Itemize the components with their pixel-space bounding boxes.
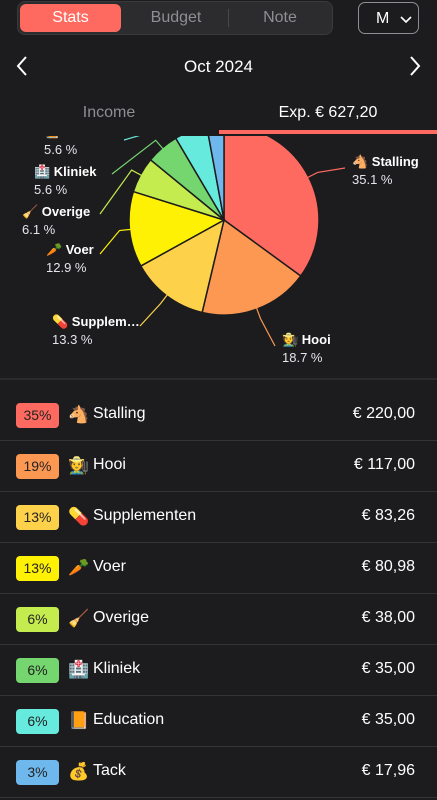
tab-budget[interactable]: Budget (150, 9, 202, 26)
tab-stats[interactable]: Stats (20, 4, 121, 32)
active-tab-indicator (219, 130, 437, 134)
percent-badge: 6% (16, 658, 59, 683)
next-month-button[interactable] (404, 54, 426, 78)
category-amount: € 220,00 (352, 405, 415, 422)
pie-slice-percent: 5.6 % (34, 182, 68, 197)
pie-leader-line (99, 228, 134, 255)
tab-income[interactable]: Income (82, 104, 136, 121)
current-month-label: Oct 2024 (184, 57, 253, 76)
category-icon: 🏥 (68, 660, 90, 679)
category-row[interactable]: 35% 🐴 Stalling € 220,00 (0, 390, 437, 441)
percent-badge: 13% (16, 556, 59, 581)
category-amount: € 35,00 (361, 660, 415, 677)
income-expense-tabs: Income Exp. € 627,20 (0, 94, 437, 136)
category-amount: € 38,00 (361, 609, 415, 626)
category-amount: € 35,00 (361, 711, 415, 728)
period-dropdown[interactable]: M (358, 2, 419, 34)
category-amount: € 80,98 (361, 558, 415, 575)
category-amount: € 83,26 (361, 507, 415, 524)
category-icon: 📙 (68, 711, 90, 730)
pie-slice-percent: 13.3 % (52, 332, 93, 347)
pie-slice-percent: 18.7 % (282, 350, 323, 365)
category-name: Supplementen (93, 507, 197, 524)
pie-slice-percent: 5.6 % (44, 142, 78, 157)
percent-badge: 6% (16, 709, 59, 734)
category-row[interactable]: 13% 🥕 Voer € 80,98 (0, 543, 437, 594)
percent-badge: 13% (16, 505, 59, 530)
pie-slice-label: 🐴 Stalling (352, 154, 419, 169)
pie-slice-percent: 12.9 % (46, 260, 87, 275)
chevron-down-icon (400, 12, 412, 30)
pie-slice-label: 🥕 Voer (46, 242, 94, 257)
percent-badge: 35% (16, 403, 59, 428)
category-row[interactable]: 19% 🧑‍🌾 Hooi € 117,00 (0, 441, 437, 492)
chevron-left-icon (16, 56, 27, 76)
category-amount: € 117,00 (353, 456, 415, 473)
category-icon: 🥕 (68, 558, 90, 577)
pie-leader-line (111, 139, 166, 175)
category-icon: 🐴 (68, 405, 90, 424)
month-navigation: Oct 2024 (0, 46, 437, 86)
pie-slice-label: 📙 Educati… (44, 136, 124, 139)
category-name: Education (93, 711, 165, 728)
tab-note[interactable]: Note (263, 9, 297, 26)
category-icon: 🧹 (68, 609, 90, 628)
category-name: Overige (93, 609, 150, 626)
pie-leader-line (304, 167, 346, 180)
category-name: Voer (93, 558, 126, 575)
chevron-right-icon (410, 56, 421, 76)
pie-slice-label: 🧑‍🌾 Hooi (281, 332, 331, 347)
category-row[interactable]: 13% 💊 Supplementen € 83,26 (0, 492, 437, 543)
pie-slice-label: 🧹 Overige (22, 204, 90, 219)
category-icon: 💰 (68, 762, 90, 781)
view-segmented-control: Stats Budget Note (17, 1, 333, 35)
category-row[interactable]: 6% 🏥 Kliniek € 35,00 (0, 645, 437, 696)
category-name: Stalling (93, 405, 146, 422)
category-amount: € 17,96 (361, 762, 415, 779)
expense-pie-chart: 🐴 Stalling 35.1 % 🧑‍🌾 Hooi 18.7 % 💊 Supplem…… (0, 136, 437, 376)
pie-leader-line (139, 292, 170, 327)
category-list: 35% 🐴 Stalling € 220,00 19% 🧑‍🌾 Hooi € 117,00 13… (0, 390, 437, 798)
category-icon: 💊 (68, 507, 90, 526)
tab-expense[interactable]: Exp. € 627,20 (278, 104, 378, 121)
segment-divider (228, 9, 229, 27)
pie-leader-line (99, 169, 145, 215)
pie-slice-label: 🏥 Kliniek (34, 164, 97, 179)
category-row[interactable]: 6% 🧹 Overige € 38,00 (0, 594, 437, 645)
category-icon: 🧑‍🌾 (68, 456, 90, 475)
pie-leader-line (255, 305, 276, 347)
pie-slice-percent: 6.1 % (22, 222, 56, 237)
period-value: M (376, 10, 390, 27)
previous-month-button[interactable] (12, 54, 34, 78)
category-name: Kliniek (93, 660, 141, 677)
percent-badge: 3% (16, 760, 59, 785)
percent-badge: 6% (16, 607, 59, 632)
pie-slice-percent: 35.1 % (352, 172, 393, 187)
chart-divider (0, 378, 437, 380)
category-name: Tack (93, 762, 126, 779)
category-row[interactable]: 3% 💰 Tack € 17,96 (0, 747, 437, 798)
top-bar: Stats Budget Note M (0, 0, 437, 36)
pie-slice[interactable] (207, 136, 225, 221)
pie-slice-label: 💊 Supplem… (52, 313, 140, 330)
pie-chart-svg: 🐴 Stalling 35.1 % 🧑‍🌾 Hooi 18.7 % 💊 Supplem…… (22, 136, 419, 365)
percent-badge: 19% (16, 454, 59, 479)
category-name: Hooi (93, 456, 126, 473)
category-row[interactable]: 6% 📙 Education € 35,00 (0, 696, 437, 747)
